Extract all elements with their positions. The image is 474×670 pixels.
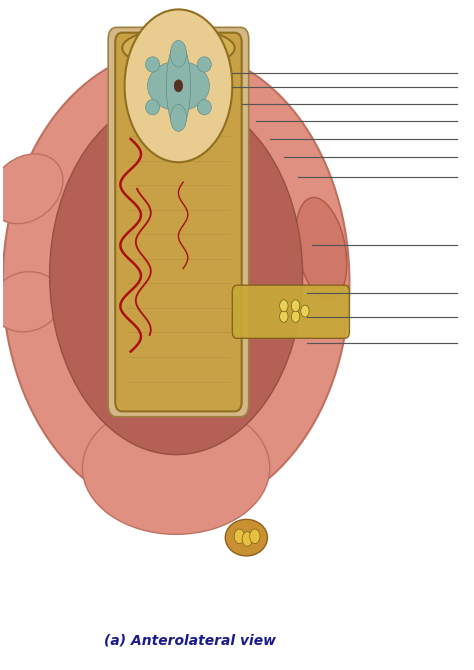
Circle shape bbox=[301, 305, 309, 317]
Ellipse shape bbox=[170, 40, 187, 67]
FancyBboxPatch shape bbox=[232, 285, 349, 338]
Ellipse shape bbox=[147, 61, 210, 111]
Ellipse shape bbox=[0, 154, 63, 224]
Circle shape bbox=[292, 299, 300, 312]
Circle shape bbox=[280, 299, 288, 312]
Circle shape bbox=[125, 9, 232, 162]
Ellipse shape bbox=[146, 57, 160, 72]
Circle shape bbox=[174, 80, 182, 92]
Ellipse shape bbox=[146, 100, 160, 115]
Ellipse shape bbox=[197, 57, 211, 72]
Ellipse shape bbox=[296, 198, 347, 300]
Circle shape bbox=[280, 310, 288, 322]
Ellipse shape bbox=[197, 100, 211, 115]
FancyBboxPatch shape bbox=[108, 27, 249, 417]
Circle shape bbox=[292, 310, 300, 322]
Text: (a) Anterolateral view: (a) Anterolateral view bbox=[104, 634, 276, 648]
Circle shape bbox=[250, 529, 260, 543]
Ellipse shape bbox=[170, 105, 187, 131]
Ellipse shape bbox=[166, 42, 191, 130]
Ellipse shape bbox=[225, 519, 267, 556]
Circle shape bbox=[234, 529, 245, 543]
Ellipse shape bbox=[3, 50, 349, 515]
Ellipse shape bbox=[50, 96, 302, 455]
Ellipse shape bbox=[122, 29, 235, 67]
Circle shape bbox=[242, 532, 253, 546]
FancyBboxPatch shape bbox=[115, 33, 242, 411]
Ellipse shape bbox=[82, 401, 270, 535]
Ellipse shape bbox=[0, 271, 61, 332]
